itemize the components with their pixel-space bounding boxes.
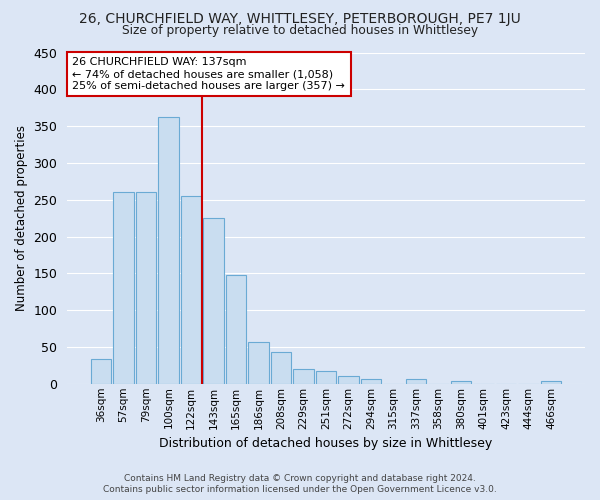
Bar <box>203 218 224 384</box>
Bar <box>541 381 562 384</box>
Text: Size of property relative to detached houses in Whittlesey: Size of property relative to detached ho… <box>122 24 478 37</box>
Bar <box>136 192 157 384</box>
Bar <box>451 381 472 384</box>
Text: 26 CHURCHFIELD WAY: 137sqm
← 74% of detached houses are smaller (1,058)
25% of s: 26 CHURCHFIELD WAY: 137sqm ← 74% of deta… <box>73 58 345 90</box>
Bar <box>248 342 269 384</box>
Text: Contains HM Land Registry data © Crown copyright and database right 2024.
Contai: Contains HM Land Registry data © Crown c… <box>103 474 497 494</box>
Bar <box>361 378 382 384</box>
Bar <box>338 376 359 384</box>
X-axis label: Distribution of detached houses by size in Whittlesey: Distribution of detached houses by size … <box>160 437 493 450</box>
Text: 26, CHURCHFIELD WAY, WHITTLESEY, PETERBOROUGH, PE7 1JU: 26, CHURCHFIELD WAY, WHITTLESEY, PETERBO… <box>79 12 521 26</box>
Bar <box>91 360 112 384</box>
Y-axis label: Number of detached properties: Number of detached properties <box>15 125 28 311</box>
Bar <box>158 118 179 384</box>
Bar <box>271 352 292 384</box>
Bar <box>316 370 337 384</box>
Bar <box>226 275 247 384</box>
Bar <box>113 192 134 384</box>
Bar <box>406 380 427 384</box>
Bar <box>181 196 202 384</box>
Bar <box>293 369 314 384</box>
